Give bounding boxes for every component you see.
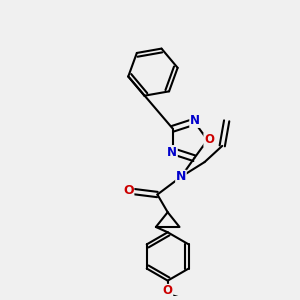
Text: N: N — [167, 146, 177, 159]
Text: N: N — [176, 170, 186, 183]
Text: O: O — [123, 184, 134, 196]
Text: O: O — [204, 134, 214, 146]
Text: O: O — [163, 284, 173, 298]
Text: N: N — [190, 114, 200, 128]
